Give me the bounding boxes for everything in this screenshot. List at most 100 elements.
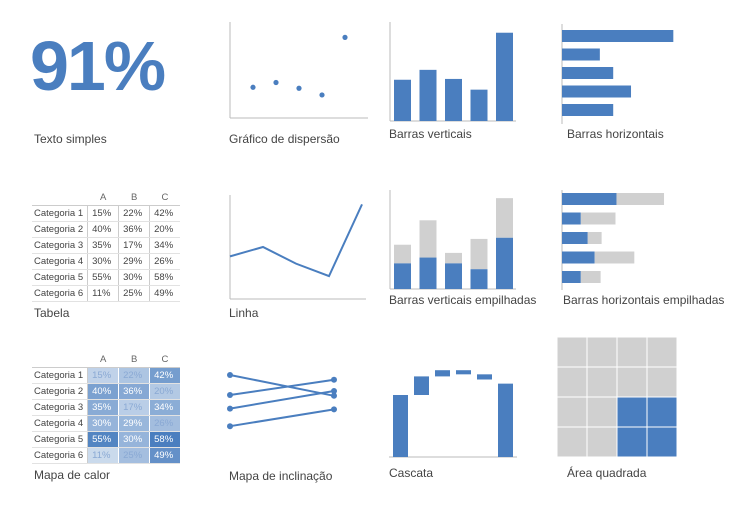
slope-line-1 [229,374,335,397]
table-cell: 40% [87,383,120,400]
caption-tabela: Tabela [34,306,70,320]
table-cell: 30% [118,269,151,286]
slope-start-4 [227,423,233,430]
bar-4 [470,89,488,121]
column-header-a: A [87,352,119,368]
table-cell: 11% [87,285,120,302]
area-cell-15 [616,426,648,458]
bar-3 [445,78,462,121]
hbar-2 [562,48,600,61]
column-header-b: B [118,190,150,206]
hstack-right-1 [616,193,665,205]
table-cell: 26% [149,253,181,270]
table-row: Categoria 5 55% 30% 58% [32,269,181,286]
row-label: Categoria 2 [32,221,89,238]
table-cell: 49% [149,285,181,302]
stacked-vertical-bar-chart [389,190,516,290]
table-cell: 55% [87,269,120,286]
table-row: Categoria 1 15% 22% 42% [32,367,181,384]
table-cell: 15% [87,205,120,222]
table-cell: 34% [149,237,181,254]
caption-barras-verticais: Barras verticais [389,127,472,141]
row-label: Categoria 3 [32,237,89,254]
heatmap-table: A B C Categoria 1 15% 22% 42% Categoria 2 40% 36%… [32,352,181,464]
row-label: Categoria 2 [32,383,89,400]
row-label: Categoria 6 [32,447,89,464]
table-cell: 20% [149,221,181,238]
slope-end-4 [331,406,337,413]
table-cell: 17% [118,237,151,254]
row-label: Categoria 4 [32,253,89,270]
table-cell: 30% [118,431,151,448]
table-cell: 42% [149,367,181,384]
area-cell-5 [556,366,588,398]
bar-2 [419,69,437,121]
caption-area-quadrada: Área quadrada [567,466,647,480]
table-row: Categoria 5 55% 30% 58% [32,431,181,448]
line-series [229,203,363,278]
area-cell-1 [556,336,588,368]
slope-end-2 [331,376,337,383]
table-cell: 25% [118,285,151,302]
area-cell-6 [586,366,618,398]
table-cell: 26% [149,415,181,432]
waterfall-step-2 [414,376,429,395]
hbar-3 [562,67,614,79]
slope-line-3 [229,390,335,410]
stack-top-2 [419,220,437,258]
hstack-right-2 [580,212,616,225]
scatter-chart [229,22,368,119]
vertical-bar-chart [389,22,516,122]
slope-start-2 [227,392,233,398]
table-cell: 49% [149,447,181,464]
hbar-5 [562,104,614,116]
scatter-point-3 [296,85,302,91]
table-cell: 30% [87,415,120,432]
table-corner [32,190,88,206]
hstack-right-5 [580,271,601,283]
stack-top-4 [470,238,488,270]
waterfall-step-3 [435,370,450,377]
table-cell: 36% [118,383,151,400]
hstack-right-4 [594,251,635,264]
row-label: Categoria 5 [32,269,89,286]
slope-line-4 [229,408,335,428]
area-cell-8 [646,366,678,398]
stack-top-3 [445,252,462,264]
stack-bottom-3 [445,263,462,289]
caption-mapa-de-inclinacao: Mapa de inclinação [229,469,333,483]
stack-top-5 [496,198,513,238]
table-row: Categoria 2 40% 36% 20% [32,383,181,400]
table-row: Categoria 6 11% 25% 49% [32,285,181,302]
area-cell-11 [616,396,648,428]
table-row: Categoria 4 30% 29% 26% [32,253,181,270]
hstack-left-4 [562,251,595,264]
stack-bottom-5 [496,237,513,289]
table-row: Categoria 2 40% 36% 20% [32,221,181,238]
hstack-left-3 [562,232,588,244]
slope-start-1 [227,372,233,378]
hbar-4 [562,85,632,98]
bar-1 [394,79,411,121]
table-cell: 58% [149,431,181,448]
stacked-horizontal-bar-chart [561,190,665,290]
caption-barras-horizontais-empilhadas: Barras horizontais empilhadas [563,293,725,307]
hbar-1 [562,30,674,42]
area-cell-12 [646,396,678,428]
area-cell-7 [616,366,648,398]
table-cell: 36% [118,221,151,238]
caption-barras-verticais-empilhadas: Barras verticais empilhadas [389,293,537,307]
table-cell: 42% [149,205,181,222]
slope-start-3 [227,405,233,412]
bar-5 [496,32,513,121]
line-chart [229,195,366,300]
column-header-c: C [149,190,181,206]
table-row: Categoria 1 15% 22% 42% [32,205,181,222]
table-cell: 22% [118,367,151,384]
area-cell-14 [586,426,618,458]
table-cell: 15% [87,367,120,384]
table-cell: 22% [118,205,151,222]
horizontal-bar-chart [561,24,674,124]
table-row: Categoria 3 35% 17% 34% [32,399,181,416]
table-cell: 34% [149,399,181,416]
